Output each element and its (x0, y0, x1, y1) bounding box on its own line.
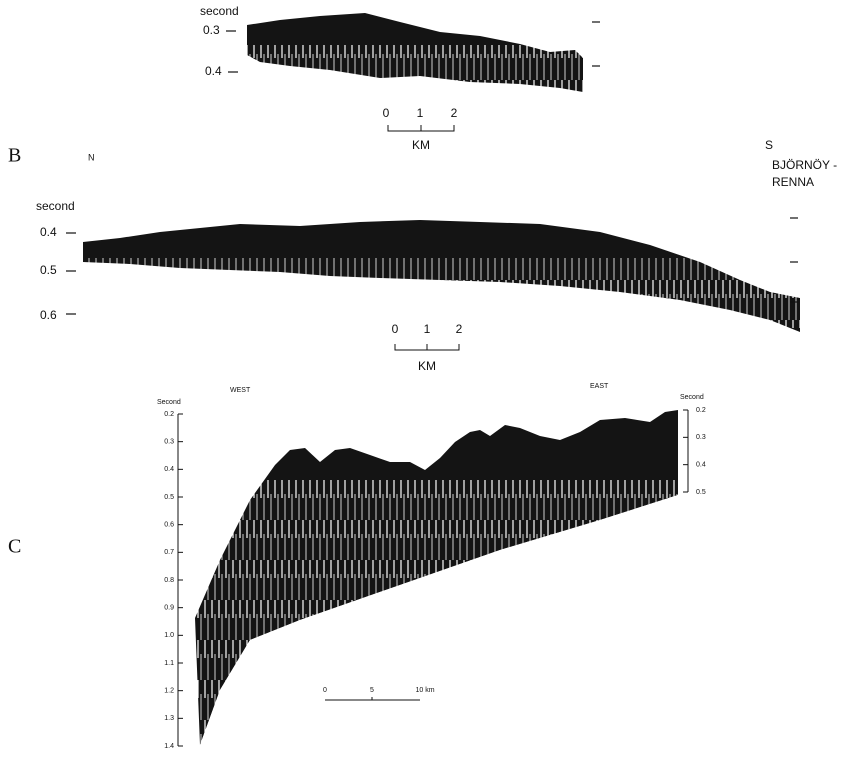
tick-label: 0.4 (696, 462, 706, 469)
panel-label: B (8, 145, 21, 167)
tick-label: 0.3 (164, 439, 174, 446)
tick-label: 0.4 (40, 225, 57, 239)
tick-label: 1.3 (164, 715, 174, 722)
axis-title: Second (157, 399, 181, 406)
scale-label: 2 (456, 322, 463, 336)
panel-a: second 0.3 0.4 0 1 2 KM (200, 4, 600, 152)
tick-label: 1.1 (164, 660, 174, 667)
direction-label: EAST (590, 383, 609, 390)
tick-label: 0.6 (164, 522, 174, 529)
tick-label: 0.2 (696, 407, 706, 414)
scale-label: 0 (383, 106, 390, 120)
tick-label: 0.5 (696, 489, 706, 496)
scale-label: 2 (451, 106, 458, 120)
direction-label: WEST (230, 387, 251, 394)
tick-label: 0.8 (164, 577, 174, 584)
direction-label: N (88, 152, 95, 162)
place-label: RENNA (772, 175, 814, 189)
tick-label: 0.3 (203, 23, 220, 37)
axis-title: Second (680, 394, 704, 401)
mask (200, 495, 680, 745)
tick-label: 0.4 (205, 64, 222, 78)
place-label: BJÖRNÖY - (772, 158, 837, 172)
tick-label: 0.9 (164, 605, 174, 612)
scale-bar (394, 344, 460, 351)
scale-bar (325, 697, 420, 701)
scale-label: 10 km (415, 687, 434, 694)
scale-unit: KM (418, 359, 436, 373)
scale-label: 5 (370, 687, 374, 694)
tick-label: 0.5 (40, 263, 57, 277)
scale-label: 1 (417, 106, 424, 120)
panel-b: B N S BJÖRNÖY - RENNA second 0.4 0.5 0.6… (8, 138, 837, 373)
scale-bar (387, 125, 455, 132)
axis-title: second (36, 199, 75, 213)
tick-label: 0.2 (164, 411, 174, 418)
tick-label: 1.2 (164, 688, 174, 695)
scale-unit: KM (412, 138, 430, 152)
reflection-texture (247, 45, 583, 95)
tick-label: 0.7 (164, 549, 174, 556)
reflection-texture (83, 258, 800, 328)
tick-label: 0.3 (696, 434, 706, 441)
panel-c: C WEST EAST Second Second 0 5 10 km 0.2 0… (8, 383, 706, 750)
tick-label: 1.4 (164, 743, 174, 750)
tick-label: 0.4 (164, 466, 174, 473)
panel-label: C (8, 536, 21, 558)
tick-label: 0.6 (40, 308, 57, 322)
tick-label: 1.0 (164, 632, 174, 639)
axis-title: second (200, 4, 239, 18)
direction-label: S (765, 138, 773, 152)
scale-label: 0 (392, 322, 399, 336)
scale-label: 1 (424, 322, 431, 336)
tick-label: 0.5 (164, 494, 174, 501)
scale-label: 0 (323, 687, 327, 694)
